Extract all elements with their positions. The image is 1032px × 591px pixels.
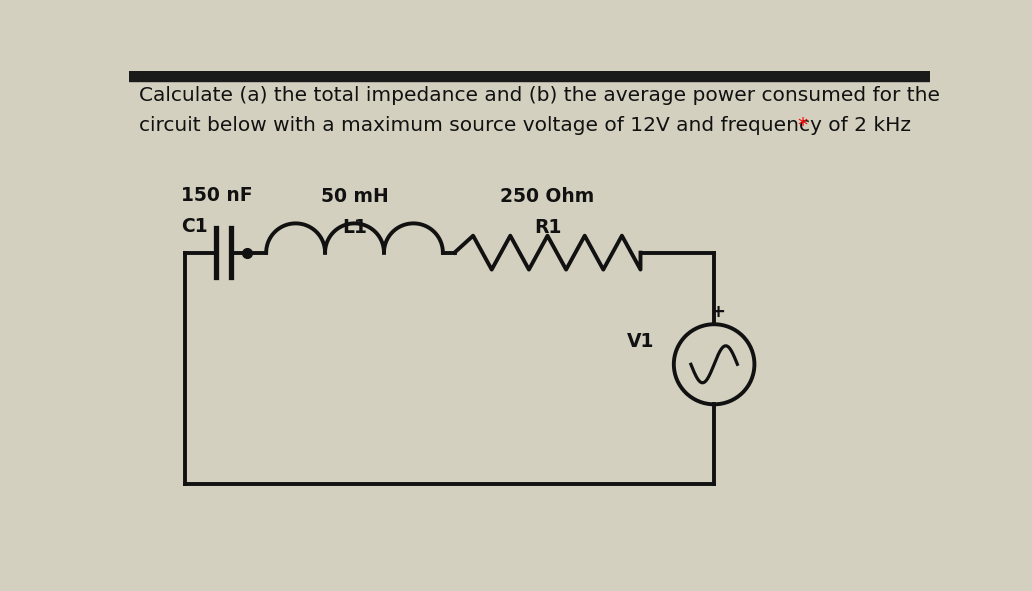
Text: 50 mH: 50 mH	[321, 187, 388, 206]
Text: 150 nF: 150 nF	[181, 186, 253, 205]
Text: C1: C1	[181, 217, 207, 236]
Text: *: *	[797, 116, 807, 135]
Text: Calculate (a) the total impedance and (b) the average power consumed for the: Calculate (a) the total impedance and (b…	[139, 86, 940, 105]
Text: 250 Ohm: 250 Ohm	[501, 187, 594, 206]
Text: +: +	[710, 303, 724, 321]
Text: circuit below with a maximum source voltage of 12V and frequency of 2 kHz: circuit below with a maximum source volt…	[139, 116, 911, 135]
Text: L1: L1	[342, 218, 367, 237]
Text: V1: V1	[627, 332, 654, 350]
Text: R1: R1	[534, 218, 561, 237]
